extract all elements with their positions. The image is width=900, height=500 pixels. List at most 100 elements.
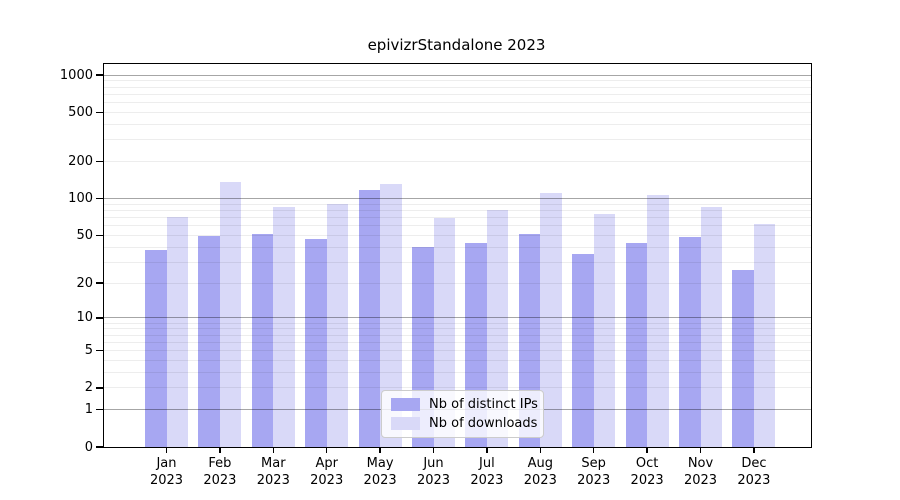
legend-item-downloads: Nb of downloads bbox=[391, 416, 538, 431]
x-tick-label-oct: Oct 2023 bbox=[630, 456, 664, 488]
gridline-3 bbox=[104, 371, 811, 373]
y-tick-20 bbox=[96, 282, 103, 284]
y-tick-1000 bbox=[96, 74, 103, 76]
x-tick-jun bbox=[432, 448, 435, 453]
y-tick-label-100: 100 bbox=[68, 191, 93, 206]
bar-distinct-ips-may bbox=[358, 190, 381, 447]
gridline-40 bbox=[104, 246, 811, 248]
bar-downloads-jul bbox=[486, 210, 509, 447]
gridline-300 bbox=[104, 139, 811, 141]
gridline-8 bbox=[104, 328, 811, 330]
x-tick-aug bbox=[539, 448, 541, 453]
x-tick-sep bbox=[593, 448, 595, 453]
bar-downloads-mar bbox=[273, 206, 295, 447]
gridline-30 bbox=[104, 261, 811, 263]
y-tick-label-2: 2 bbox=[84, 380, 93, 396]
x-tick-label-nov: Nov 2023 bbox=[683, 456, 718, 488]
bar-distinct-ips-dec bbox=[732, 269, 754, 447]
bar-downloads-nov bbox=[700, 207, 722, 447]
gridline-6 bbox=[104, 341, 811, 343]
gridline-20 bbox=[104, 282, 811, 284]
gridline-10 bbox=[104, 317, 811, 319]
chart-title: epivizrStandalone 2023 bbox=[367, 36, 546, 54]
y-tick-label-200: 200 bbox=[68, 153, 93, 169]
x-tick-label-dec: Dec 2023 bbox=[737, 456, 771, 488]
y-tick-label-50: 50 bbox=[76, 227, 93, 243]
y-tick-100 bbox=[96, 197, 103, 200]
plot-area: 1000 500 200 100 50 20 10 5 2 1 0 Jan 2023 Feb 2023 Ma… bbox=[60, 63, 812, 488]
gridline-1000 bbox=[104, 74, 811, 76]
x-tick-label-mar: Mar 2023 bbox=[256, 456, 290, 488]
x-tick-label-jan: Jan 2023 bbox=[149, 456, 184, 488]
y-tick-1 bbox=[96, 408, 103, 411]
bar-distinct-ips-sep bbox=[572, 254, 594, 447]
gridline-400 bbox=[104, 123, 811, 125]
x-tick-label-jun: Jun 2023 bbox=[416, 456, 451, 488]
legend: Nb of distinct IPs Nb of downloads bbox=[381, 390, 544, 438]
y-tick-label-10: 10 bbox=[76, 310, 93, 326]
y-tick-label-1000: 1000 bbox=[59, 67, 93, 83]
bar-distinct-ips-apr bbox=[305, 238, 327, 447]
bar-distinct-ips-nov bbox=[679, 237, 701, 447]
gridline-7 bbox=[104, 334, 811, 336]
y-tick-50 bbox=[96, 234, 103, 236]
x-tick-nov bbox=[699, 448, 702, 453]
bar-downloads-sep bbox=[593, 213, 616, 447]
bar-downloads-aug bbox=[540, 192, 562, 447]
gridline-80 bbox=[104, 209, 811, 211]
x-tick-label-sep: Sep 2023 bbox=[577, 456, 611, 488]
gridline-70 bbox=[104, 216, 811, 218]
bar-distinct-ips-feb bbox=[198, 236, 220, 447]
y-tick-200 bbox=[96, 160, 103, 163]
legend-label-downloads: Nb of downloads bbox=[429, 416, 538, 431]
legend-swatch-distinct-ips bbox=[391, 398, 420, 411]
x-tick-label-jul: Jul 2023 bbox=[470, 456, 504, 488]
x-tick-may bbox=[379, 448, 381, 453]
x-tick-jan bbox=[165, 448, 168, 453]
y-tick-label-500: 500 bbox=[68, 104, 93, 120]
gridline-2 bbox=[104, 387, 811, 389]
gridline-600 bbox=[104, 101, 811, 103]
gridline-50 bbox=[104, 234, 811, 236]
gridline-5 bbox=[104, 350, 811, 352]
gridline-800 bbox=[104, 86, 811, 88]
x-tick-label-may: May 2023 bbox=[363, 456, 397, 488]
y-tick-10 bbox=[96, 317, 103, 319]
gridline-200 bbox=[104, 160, 811, 162]
bar-downloads-feb bbox=[219, 181, 242, 447]
bar-downloads-apr bbox=[326, 203, 349, 447]
y-tick-label-20: 20 bbox=[76, 275, 93, 291]
x-tick-feb bbox=[219, 448, 221, 453]
gridline-60 bbox=[104, 225, 811, 227]
y-tick-label-0: 0 bbox=[84, 439, 93, 455]
x-tick-dec bbox=[753, 448, 755, 453]
gridline-9 bbox=[104, 322, 811, 324]
legend-swatch-downloads bbox=[391, 417, 420, 430]
y-tick-2 bbox=[96, 387, 103, 389]
bar-downloads-jan bbox=[166, 217, 188, 447]
gridline-900 bbox=[104, 80, 811, 82]
x-tick-label-feb: Feb 2023 bbox=[203, 456, 237, 488]
legend-item-distinct-ips: Nb of distinct IPs bbox=[391, 397, 538, 412]
bar-downloads-may bbox=[380, 183, 402, 447]
y-tick-500 bbox=[96, 111, 103, 113]
y-tick-label-1: 1 bbox=[84, 402, 93, 418]
gridline-500 bbox=[104, 111, 811, 113]
x-tick-label-apr: Apr 2023 bbox=[310, 456, 344, 488]
x-tick-oct bbox=[646, 448, 648, 453]
bar-downloads-jun bbox=[433, 218, 455, 447]
x-tick-jul bbox=[486, 448, 488, 453]
bar-distinct-ips-oct bbox=[625, 243, 648, 447]
legend-label-distinct-ips: Nb of distinct IPs bbox=[429, 397, 538, 412]
bar-distinct-ips-mar bbox=[251, 234, 274, 447]
y-tick-label-5: 5 bbox=[84, 343, 93, 359]
x-tick-apr bbox=[326, 448, 328, 453]
y-tick-0 bbox=[96, 446, 103, 448]
gridline-4 bbox=[104, 359, 811, 361]
x-tick-label-aug: Aug 2023 bbox=[523, 456, 557, 488]
gridline-90 bbox=[104, 203, 811, 205]
bar-distinct-ips-jan bbox=[145, 249, 167, 447]
gridline-100 bbox=[104, 198, 811, 199]
bar-downloads-dec bbox=[753, 223, 776, 447]
